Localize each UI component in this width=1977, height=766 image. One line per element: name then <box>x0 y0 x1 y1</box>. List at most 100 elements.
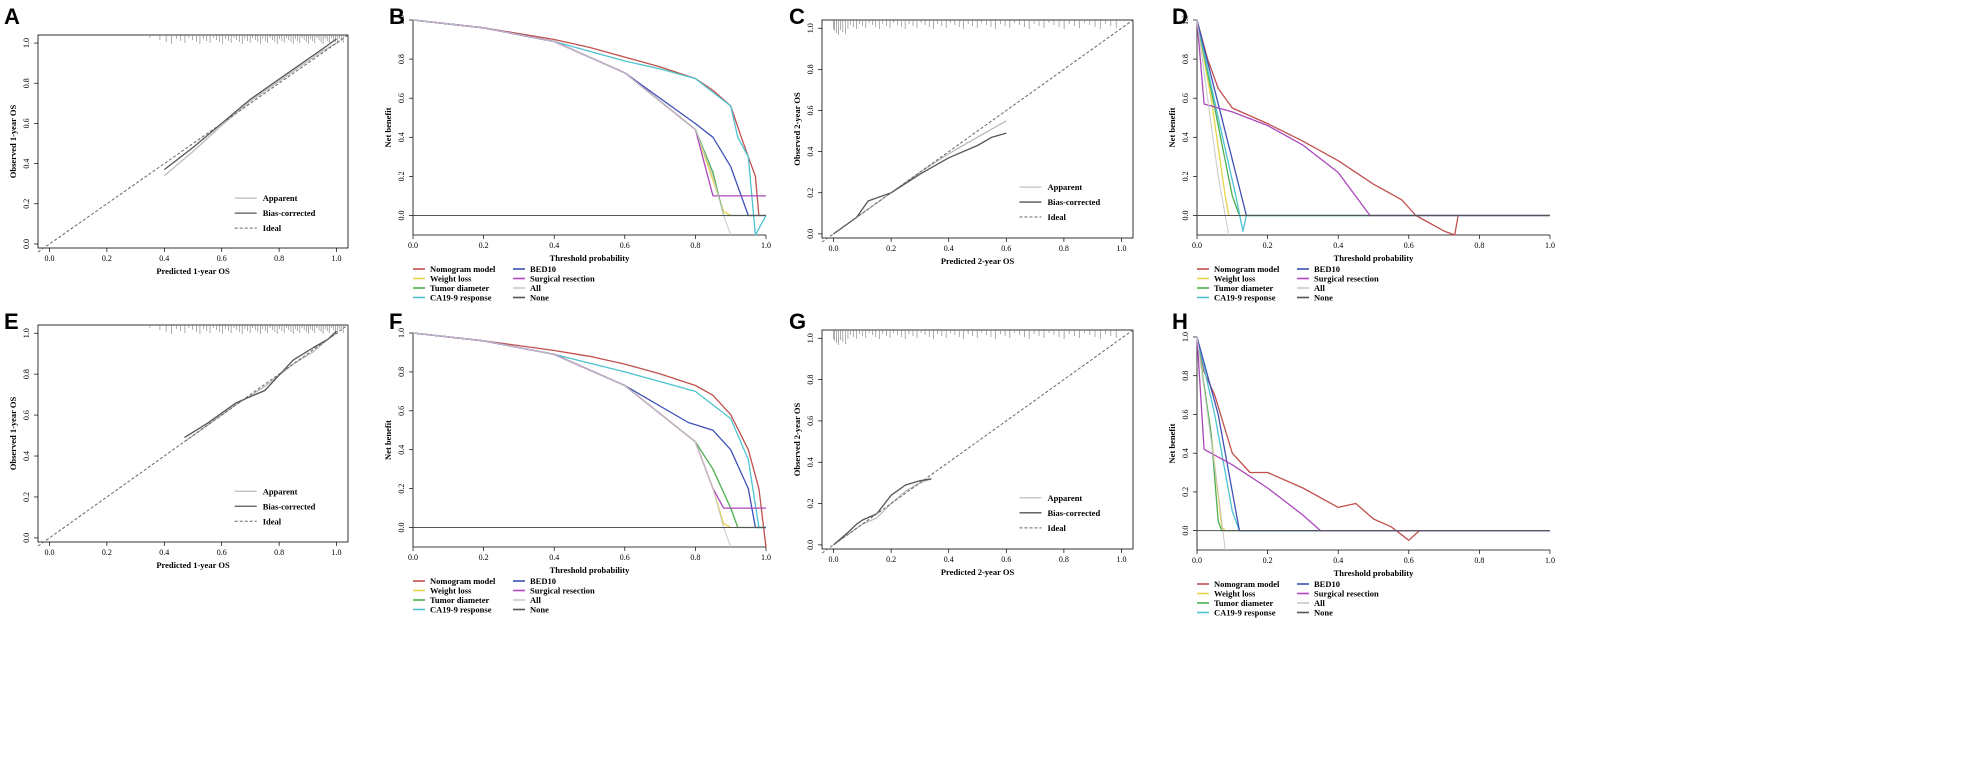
legend-label-none: None <box>1314 608 1333 618</box>
x-tick-label: 0.4 <box>944 244 954 253</box>
legend-label-surgical-resection: Surgical resection <box>530 274 595 284</box>
y-tick-label: 0.0 <box>1181 210 1190 220</box>
y-tick-label: 0.4 <box>22 159 31 169</box>
legend-label-nomogram-model: Nomogram model <box>1214 264 1280 274</box>
legend-label-ideal: Ideal <box>263 223 282 233</box>
y-tick-label: 0.6 <box>1181 93 1190 103</box>
panel-letter: C <box>789 4 805 29</box>
x-tick-label: 0.6 <box>1001 244 1011 253</box>
legend-label-weight-loss: Weight loss <box>1214 274 1256 284</box>
x-tick-label: 0.8 <box>274 254 284 263</box>
x-tick-label: 0.6 <box>1404 556 1414 565</box>
x-tick-label: 0.6 <box>620 553 630 562</box>
y-tick-label: 0.2 <box>397 171 406 181</box>
y-tick-label: 0.2 <box>806 188 815 198</box>
y-tick-label: 0.8 <box>397 54 406 64</box>
legend-label-bias-corrected: Bias-corrected <box>1047 197 1100 207</box>
x-tick-label: 0.2 <box>479 553 489 562</box>
x-tick-label: 0.0 <box>408 241 418 250</box>
x-axis-label: Threshold probability <box>1334 253 1415 263</box>
legend-label-ca19-9-response: CA19-9 response <box>430 605 492 615</box>
x-tick-label: 1.0 <box>761 553 771 562</box>
y-tick-label: 0.8 <box>806 375 815 385</box>
x-tick-label: 0.8 <box>1059 555 1069 564</box>
legend-label-none: None <box>530 605 549 615</box>
y-tick-label: 0.4 <box>22 451 31 461</box>
x-tick-label: 0.8 <box>1474 556 1484 565</box>
x-tick-label: 0.8 <box>690 241 700 250</box>
legend-label-ca19-9-response: CA19-9 response <box>1214 608 1276 618</box>
x-tick-label: 1.0 <box>1116 244 1126 253</box>
y-tick-label: 1.0 <box>1181 15 1190 25</box>
y-tick-label: 0.4 <box>1181 448 1190 458</box>
y-axis-label: Net benefit <box>1167 107 1177 147</box>
x-tick-label: 0.0 <box>829 555 839 564</box>
legend-label-bed10: BED10 <box>1314 579 1340 589</box>
series-all <box>412 19 732 236</box>
y-tick-label: 0.8 <box>22 78 31 88</box>
series-ideal <box>821 19 1134 243</box>
series-nomogram-model <box>1196 336 1420 541</box>
x-tick-label: 0.2 <box>1263 556 1273 565</box>
plot-frame <box>821 19 1134 239</box>
series-apparent <box>833 478 932 546</box>
series-surgical-resection <box>412 19 766 197</box>
y-tick-label: 1.0 <box>806 23 815 33</box>
series-ideal <box>37 34 349 253</box>
legend-label-apparent: Apparent <box>263 486 298 496</box>
x-tick-label: 0.4 <box>159 548 169 557</box>
series-bed10 <box>1196 19 1550 217</box>
series-tumor-diameter <box>1196 19 1550 217</box>
legend-label-tumor-diameter: Tumor diameter <box>430 283 489 293</box>
x-tick-label: 0.0 <box>829 244 839 253</box>
legend-label-ca19-9-response: CA19-9 response <box>1214 293 1276 303</box>
y-tick-label: 0.4 <box>806 457 815 467</box>
legend-label-all: All <box>530 283 542 293</box>
legend-label-bias-corrected: Bias-corrected <box>263 208 316 218</box>
legend-label-none: None <box>530 293 549 303</box>
x-tick-label: 0.2 <box>102 548 112 557</box>
x-tick-label: 1.0 <box>1545 241 1555 250</box>
legend-label-none: None <box>1314 293 1333 303</box>
y-tick-label: 0.8 <box>22 369 31 379</box>
x-tick-label: 0.4 <box>1333 556 1343 565</box>
x-tick-label: 0.2 <box>886 555 896 564</box>
x-tick-label: 0.0 <box>408 553 418 562</box>
x-axis-label: Threshold probability <box>1334 568 1415 578</box>
legend-label-surgical-resection: Surgical resection <box>1314 274 1379 284</box>
legend-label-apparent: Apparent <box>1047 182 1082 192</box>
series-ca19-9-response <box>412 19 767 236</box>
y-tick-label: 0.2 <box>1181 171 1190 181</box>
y-axis-label: Observed 1-year OS <box>8 396 18 470</box>
y-tick-label: 0.6 <box>22 118 31 128</box>
series-nomogram-model <box>1196 19 1459 236</box>
x-tick-label: 0.4 <box>549 553 559 562</box>
series-surgical-resection <box>412 332 766 509</box>
x-tick-label: 0.4 <box>944 555 954 564</box>
series-all <box>1196 19 1230 236</box>
x-tick-label: 0.6 <box>1404 241 1414 250</box>
x-tick-label: 0.2 <box>886 244 896 253</box>
legend-label-apparent: Apparent <box>263 193 298 203</box>
legend-label-nomogram-model: Nomogram model <box>430 264 496 274</box>
y-tick-label: 1.0 <box>22 38 31 48</box>
legend-label-bed10: BED10 <box>1314 264 1340 274</box>
y-tick-label: 0.0 <box>22 239 31 249</box>
legend-label-weight-loss: Weight loss <box>430 586 472 596</box>
rug-marks <box>833 20 1117 35</box>
rug-marks <box>149 35 344 44</box>
x-axis-label: Threshold probability <box>550 253 631 263</box>
x-tick-label: 1.0 <box>1545 556 1555 565</box>
series-bias-corrected <box>163 38 337 171</box>
x-tick-label: 0.0 <box>1192 556 1202 565</box>
x-tick-label: 1.0 <box>332 254 342 263</box>
legend-label-nomogram-model: Nomogram model <box>1214 579 1280 589</box>
series-surgical-resection <box>1196 336 1550 532</box>
panel-letter: G <box>789 309 806 334</box>
y-axis-label: Observed 1-year OS <box>8 104 18 178</box>
series-weight-loss <box>1196 19 1550 217</box>
y-axis-label: Observed 2-year OS <box>792 92 802 166</box>
